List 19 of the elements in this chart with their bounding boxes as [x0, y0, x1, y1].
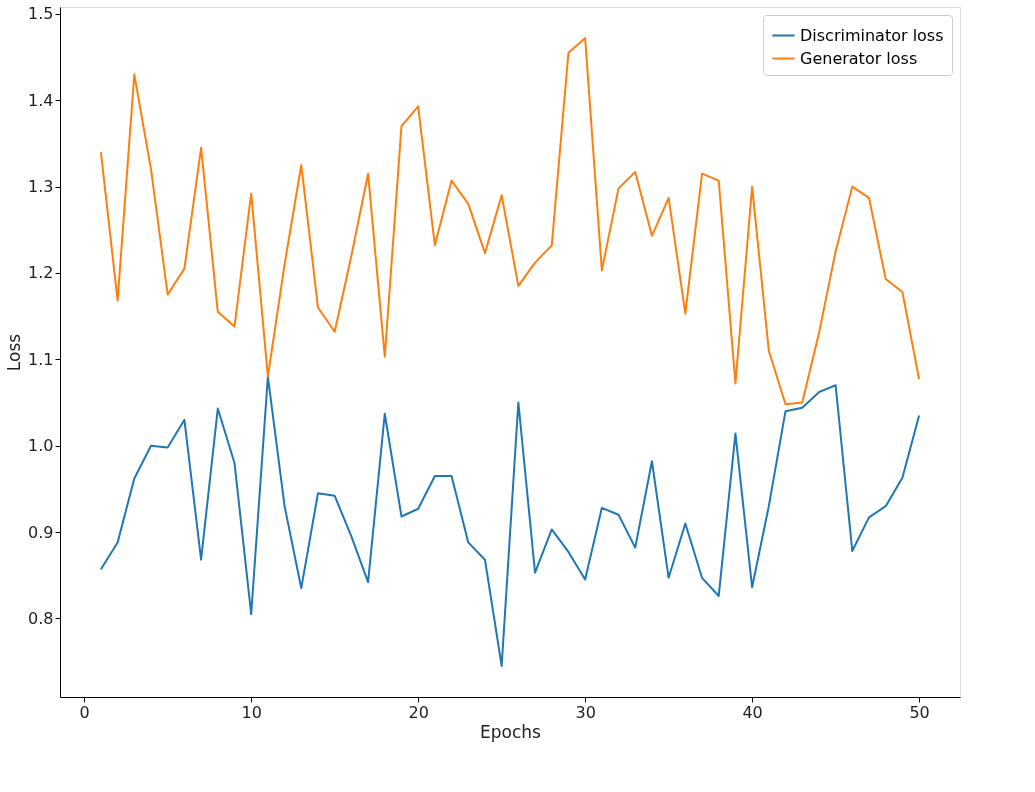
legend-label: Discriminator loss — [800, 25, 944, 45]
y-tick-label: 1.0 — [28, 436, 54, 456]
x-tick-label: 50 — [909, 702, 930, 722]
y-tick-label: 1.3 — [28, 177, 54, 197]
y-tick-label: 0.8 — [28, 608, 54, 628]
y-tick-label: 1.1 — [28, 349, 54, 369]
y-axis-title: Loss — [4, 333, 25, 372]
x-tick-label: 10 — [241, 702, 262, 722]
y-tick-label: 1.5 — [28, 4, 54, 24]
x-tick-label: 40 — [742, 702, 763, 722]
x-tick-label: 20 — [408, 702, 429, 722]
y-tick-label: 0.9 — [28, 522, 54, 542]
x-tick-label: 0 — [79, 702, 90, 722]
y-tick-label: 1.2 — [28, 263, 54, 283]
line-series — [99, 375, 921, 667]
x-axis-title: Epochs — [480, 721, 542, 742]
x-tick-label: 30 — [575, 702, 596, 722]
y-tick-label: 1.4 — [28, 90, 54, 110]
legend-label: Generator loss — [800, 48, 918, 68]
